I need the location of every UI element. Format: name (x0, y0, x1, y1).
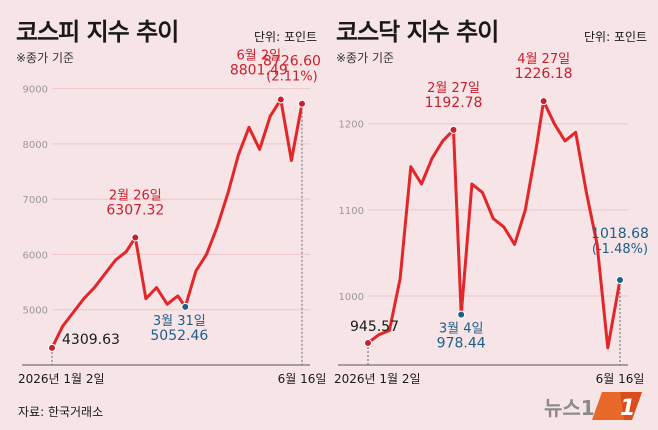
kosdaq-annotation-label: 978.44 (437, 336, 486, 352)
kospi-point-marker (48, 343, 56, 352)
kospi-annotation-label: 2월 26일 (109, 188, 162, 203)
kosdaq-point-marker (539, 97, 548, 106)
kospi-annotation-label: 4309.63 (62, 332, 120, 348)
kospi-unit-label: 단위: 포인트 (254, 30, 318, 44)
kospi-point-marker (131, 233, 140, 242)
kosdaq-ytick-label: 1000 (339, 292, 364, 303)
kosdaq-point-marker (457, 310, 466, 319)
kospi-annotation-label: 6307.32 (106, 202, 164, 218)
svg-text:뉴스1: 뉴스1 (544, 396, 595, 420)
svg-text:1: 1 (620, 396, 635, 421)
kospi-annotation-label: (2.11%) (266, 70, 317, 85)
kospi-annotation-label: 3월 31일 (153, 314, 206, 329)
kospi-ytick-label: 6000 (23, 250, 48, 261)
kospi-note: ※종가 기준 (16, 51, 75, 65)
kospi-annotation-label: 8726.60 (263, 54, 321, 70)
kospi-point-marker (181, 302, 190, 311)
kosdaq-series-line (367, 99, 622, 350)
kosdaq-annotation-label: 1192.78 (425, 95, 483, 111)
kospi-ytick-label: 5000 (23, 306, 48, 317)
kospi-ytick-label: 8000 (23, 140, 48, 151)
kospi-annotation-label: 6월 2일 (236, 49, 281, 64)
kospi-title: 코스피 지수 추이 (16, 18, 179, 46)
kosdaq-annotation-label: 4월 27일 (517, 52, 570, 67)
kosdaq-xtick-end: 6월 16일 (596, 372, 645, 386)
kosdaq-title: 코스닥 지수 추이 (336, 18, 499, 46)
kosdaq-annotation-label: 1018.68 (591, 226, 649, 242)
kospi-annotation-label: 8801.49 (230, 63, 288, 79)
kospi-xtick-start: 2026년 1월 2일 (18, 372, 105, 386)
kosdaq-point-marker (616, 275, 624, 284)
kosdaq-annotation-label: 3월 4일 (439, 322, 484, 337)
source-text: 자료: 한국거래소 (18, 405, 104, 419)
kospi-xtick-end: 6월 16일 (278, 372, 327, 386)
kosdaq-annotation-label: 945.57 (350, 319, 399, 335)
kosdaq-annotation-label: 1226.18 (515, 66, 573, 82)
kosdaq-point-marker (449, 125, 458, 134)
kosdaq-annotation-label: 2월 27일 (427, 81, 480, 96)
news1-logo: 1 뉴스1 (538, 390, 644, 422)
kosdaq-ytick-label: 1100 (339, 206, 364, 217)
kospi-series-line (50, 98, 304, 349)
kosdaq-point-marker (364, 338, 372, 347)
kosdaq-note: ※종가 기준 (336, 51, 395, 65)
kosdaq-ytick-label: 1200 (339, 120, 364, 131)
kospi-point-marker (276, 95, 285, 104)
kosdaq-unit-label: 단위: 포인트 (584, 30, 648, 44)
kospi-point-marker (298, 99, 306, 108)
kosdaq-annotation-label: (-1.48%) (592, 242, 648, 257)
kospi-ytick-label: 9000 (23, 85, 48, 96)
kosdaq-xtick-start: 2026년 1월 2일 (334, 372, 421, 386)
kospi-ytick-label: 7000 (23, 195, 48, 206)
kospi-annotation-label: 5052.46 (150, 328, 208, 344)
